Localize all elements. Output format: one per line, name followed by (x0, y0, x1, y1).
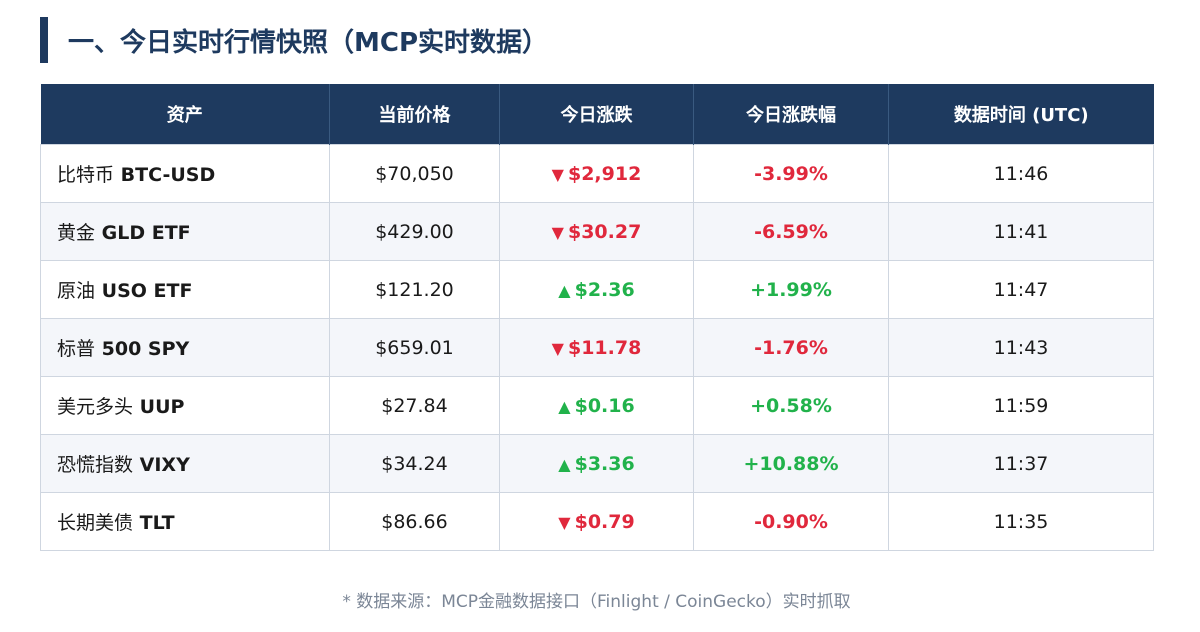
time-cell: 11:41 (888, 202, 1154, 261)
table-header-row: 资产 当前价格 今日涨跌 今日涨跌幅 数据时间 (UTC) (40, 84, 1154, 145)
change-pct-cell: +1.99% (693, 260, 889, 319)
up-arrow-icon: ▲ (558, 454, 571, 474)
page-title: 一、今日实时行情快照（MCP实时数据） (68, 27, 549, 58)
asset-cell: 比特币 BTC-USD (40, 144, 330, 203)
price-cell: $429.00 (329, 202, 500, 261)
asset-name: 原油 (57, 280, 96, 302)
time-cell: 11:37 (888, 434, 1154, 493)
change-pct-cell: -6.59% (693, 202, 889, 261)
price-cell: $86.66 (329, 492, 500, 551)
asset-name: 黄金 (57, 222, 96, 244)
change-value: $30.27 (567, 220, 642, 243)
change-cell: ▼ $2,912 (499, 144, 694, 203)
asset-code: USO ETF (101, 280, 193, 302)
time-cell: 11:59 (888, 376, 1154, 435)
table-row: 原油 USO ETF $121.20 ▲ $2.36 +1.99% 11:47 (40, 260, 1154, 319)
header-change: 今日涨跌 (499, 84, 694, 145)
time-cell: 11:47 (888, 260, 1154, 319)
table-row: 标普 500 SPY $659.01 ▼ $11.78 -1.76% 11:43 (40, 318, 1154, 377)
market-quotes-table: 资产 当前价格 今日涨跌 今日涨跌幅 数据时间 (UTC) 比特币 BTC-US… (40, 84, 1154, 551)
asset-code: 500 SPY (101, 338, 190, 360)
section-header: 一、今日实时行情快照（MCP实时数据） (40, 16, 548, 64)
asset-name: 比特币 (57, 164, 115, 186)
header-price: 当前价格 (329, 84, 500, 145)
asset-cell: 原油 USO ETF (40, 260, 330, 319)
price-cell: $34.24 (329, 434, 500, 493)
asset-name: 恐慌指数 (57, 454, 134, 476)
change-cell: ▲ $3.36 (499, 434, 694, 493)
title-accent-bar (40, 17, 48, 63)
asset-name: 美元多头 (57, 396, 134, 418)
change-value: $0.16 (574, 394, 635, 417)
header-time: 数据时间 (UTC) (888, 84, 1154, 145)
change-cell: ▼ $30.27 (499, 202, 694, 261)
change-pct-cell: +0.58% (693, 376, 889, 435)
asset-code: UUP (139, 396, 185, 418)
change-value: $2,912 (567, 162, 642, 185)
change-cell: ▼ $0.79 (499, 492, 694, 551)
asset-code: VIXY (139, 454, 190, 476)
change-value: $2.36 (574, 278, 635, 301)
time-cell: 11:35 (888, 492, 1154, 551)
header-asset: 资产 (40, 84, 330, 145)
down-arrow-icon: ▼ (551, 222, 564, 242)
change-value: $0.79 (574, 510, 635, 533)
price-cell: $27.84 (329, 376, 500, 435)
time-cell: 11:46 (888, 144, 1154, 203)
source-footnote: * 数据来源：MCP金融数据接口（Finlight / CoinGecko）实时… (342, 592, 851, 612)
table-row: 黄金 GLD ETF $429.00 ▼ $30.27 -6.59% 11:41 (40, 202, 1154, 261)
change-pct-cell: -3.99% (693, 144, 889, 203)
change-value: $11.78 (567, 336, 642, 359)
change-pct-cell: -0.90% (693, 492, 889, 551)
asset-code: BTC-USD (120, 164, 216, 186)
table-row: 恐慌指数 VIXY $34.24 ▲ $3.36 +10.88% 11:37 (40, 434, 1154, 493)
price-cell: $121.20 (329, 260, 500, 319)
asset-cell: 标普 500 SPY (40, 318, 330, 377)
asset-cell: 美元多头 UUP (40, 376, 330, 435)
down-arrow-icon: ▼ (551, 338, 564, 358)
up-arrow-icon: ▲ (558, 280, 571, 300)
header-change-pct: 今日涨跌幅 (693, 84, 889, 145)
change-cell: ▲ $0.16 (499, 376, 694, 435)
asset-name: 标普 (57, 338, 96, 360)
asset-cell: 长期美债 TLT (40, 492, 330, 551)
down-arrow-icon: ▼ (558, 512, 571, 532)
change-value: $3.36 (574, 452, 635, 475)
asset-code: TLT (139, 512, 175, 534)
table-row: 长期美债 TLT $86.66 ▼ $0.79 -0.90% 11:35 (40, 492, 1154, 551)
change-cell: ▲ $2.36 (499, 260, 694, 319)
table-row: 比特币 BTC-USD $70,050 ▼ $2,912 -3.99% 11:46 (40, 144, 1154, 203)
change-cell: ▼ $11.78 (499, 318, 694, 377)
asset-code: GLD ETF (101, 222, 191, 244)
asset-name: 长期美债 (57, 512, 134, 534)
time-cell: 11:43 (888, 318, 1154, 377)
price-cell: $659.01 (329, 318, 500, 377)
asset-cell: 黄金 GLD ETF (40, 202, 330, 261)
up-arrow-icon: ▲ (558, 396, 571, 416)
table-row: 美元多头 UUP $27.84 ▲ $0.16 +0.58% 11:59 (40, 376, 1154, 435)
price-cell: $70,050 (329, 144, 500, 203)
change-pct-cell: +10.88% (693, 434, 889, 493)
asset-cell: 恐慌指数 VIXY (40, 434, 330, 493)
change-pct-cell: -1.76% (693, 318, 889, 377)
down-arrow-icon: ▼ (551, 164, 564, 184)
